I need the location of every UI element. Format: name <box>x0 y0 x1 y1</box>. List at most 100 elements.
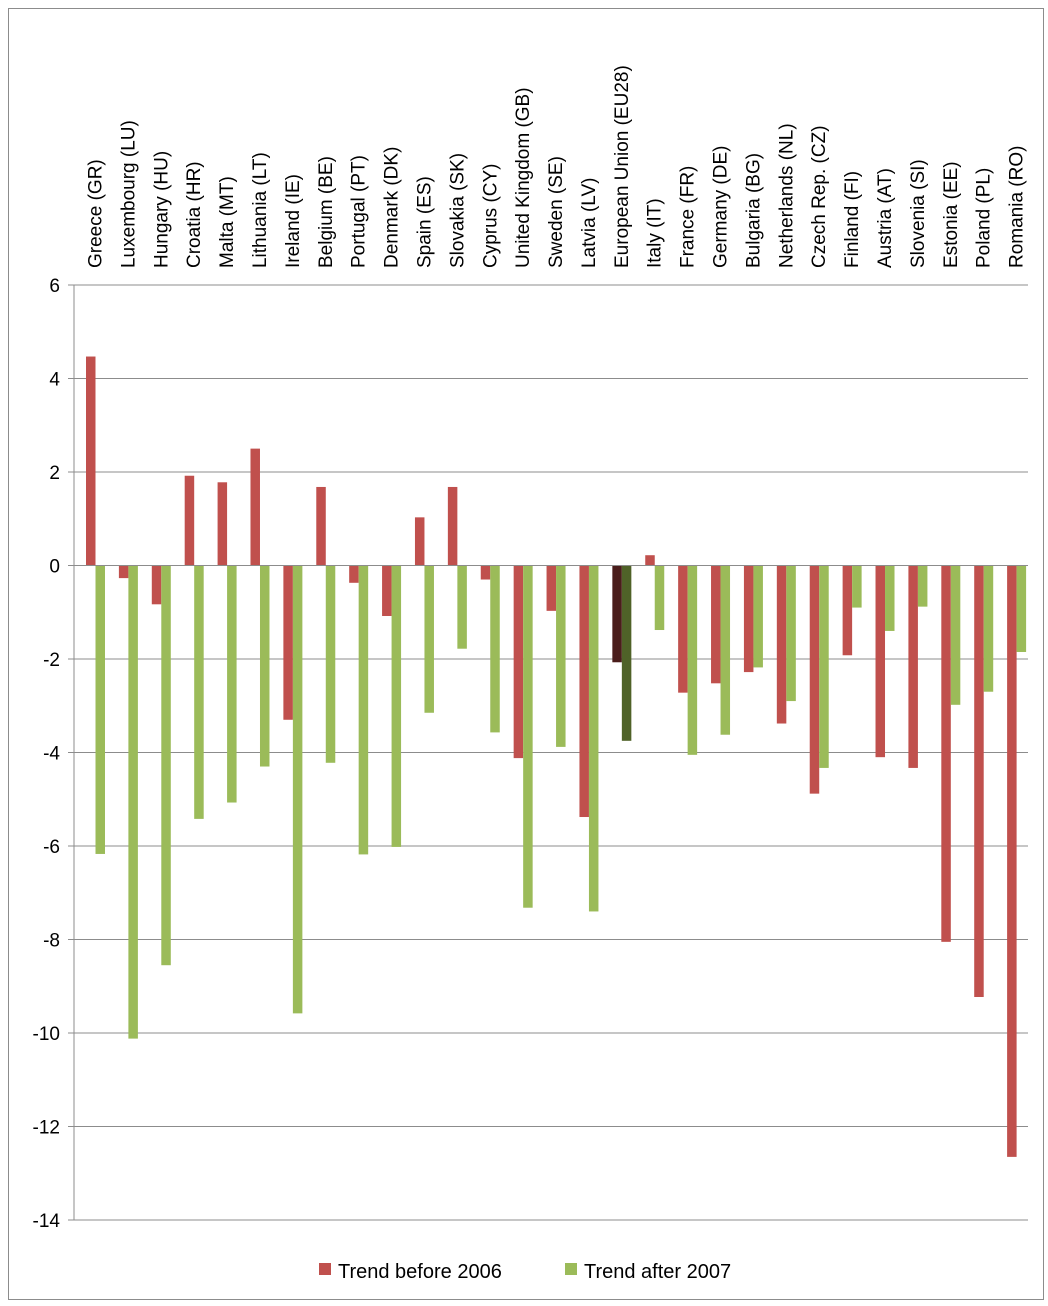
bars <box>86 356 1027 1157</box>
bar-before-2006 <box>283 565 293 720</box>
y-tick-label: 4 <box>49 370 60 391</box>
bar-after-2007 <box>786 565 796 702</box>
category-label: France (FR) <box>678 166 699 268</box>
category-label: Czech Rep. (CZ) <box>809 125 830 268</box>
bar-after-2007 <box>917 565 928 607</box>
bar-before-2006 <box>513 565 524 759</box>
bar-after-2007 <box>325 565 336 763</box>
category-label: Luxembourg (LU) <box>118 120 139 268</box>
bar-before-2006 <box>217 482 228 566</box>
bar-after-2007 <box>128 565 138 1039</box>
bar-after-2007 <box>95 565 105 854</box>
y-tick-label: 0 <box>49 557 60 578</box>
bar-after-2007 <box>227 565 237 803</box>
bar-after-2007 <box>556 565 566 747</box>
bar-before-2006 <box>974 565 984 998</box>
bar-before-2006 <box>349 565 359 583</box>
y-tick-label: 6 <box>49 276 60 297</box>
bar-after-2007 <box>358 565 369 855</box>
bar-before-2006 <box>151 565 162 605</box>
category-label: Germany (DE) <box>711 146 732 268</box>
bar-after-2007 <box>852 565 862 608</box>
bar-after-2007 <box>983 565 994 692</box>
bar-after-2007 <box>720 565 731 735</box>
category-label: Bulgaria (BG) <box>743 153 764 268</box>
bar-after-2007 <box>588 565 599 912</box>
bar-after-2007 <box>950 565 961 705</box>
bar-before-2006 <box>645 555 655 566</box>
category-label: Slovakia (SK) <box>447 153 468 268</box>
bar-after-2007 <box>819 565 829 768</box>
bar-before-2006 <box>941 565 951 942</box>
bar-before-2006 <box>579 565 589 818</box>
bar-after-2007 <box>753 565 763 668</box>
category-label: Belgium (BE) <box>316 156 337 268</box>
category-label: Croatia (HR) <box>184 161 205 268</box>
y-tick-label: -4 <box>43 744 60 765</box>
category-label: Denmark (DK) <box>382 147 403 268</box>
bar-after-2007 <box>687 565 698 755</box>
category-label: Lithuania (LT) <box>250 152 271 268</box>
bar-before-2006 <box>184 475 195 566</box>
category-label: Romania (RO) <box>1007 146 1028 268</box>
y-tick-label: -8 <box>43 931 60 952</box>
bar-before-2006 <box>480 565 491 580</box>
bar-after-2007 <box>1016 565 1027 652</box>
bar-after-2007 <box>391 565 402 847</box>
bar-after-2007 <box>424 565 434 713</box>
bar-before-2006 <box>809 565 820 794</box>
bar-after-2007 <box>161 565 171 966</box>
bar-before-2006 <box>711 565 721 684</box>
y-axis-ticks: 6 4 2 0 -2 -4 -6 -8 -10 -12 -14 <box>33 276 61 1232</box>
bar-before-2006 <box>382 565 392 616</box>
category-labels: Greece (GR) Luxembourg (LU) Hungary (HU) Cr… <box>86 65 1028 268</box>
bar-after-2007 <box>259 565 270 767</box>
axes <box>68 284 1028 1221</box>
bar-after-2007 <box>457 565 467 649</box>
category-label: Estonia (EE) <box>941 161 962 268</box>
bar-before-2006 <box>250 448 260 566</box>
category-label: European Union (EU28) <box>612 65 633 268</box>
bar-after-2007 <box>654 565 665 631</box>
category-label: Finland (FI) <box>842 171 863 268</box>
category-label: Poland (PL) <box>974 168 995 268</box>
bar-before-2006 <box>875 565 886 758</box>
legend-swatch <box>319 1263 331 1275</box>
bar-before-2006 <box>612 565 622 663</box>
y-tick-label: -10 <box>33 1024 60 1045</box>
y-tick-label: -2 <box>43 650 60 671</box>
category-label: Sweden (SE) <box>546 156 567 268</box>
category-label: Greece (GR) <box>86 159 107 268</box>
y-tick-label: -14 <box>33 1211 61 1232</box>
category-label: Ireland (IE) <box>283 174 304 268</box>
category-label: Cyprus (CY) <box>480 163 501 268</box>
bar-before-2006 <box>908 565 918 768</box>
legend: Trend before 2006 Trend after 2007 <box>319 1261 731 1283</box>
gridlines <box>74 284 1028 1221</box>
bar-before-2006 <box>842 565 853 656</box>
category-label: Italy (IT) <box>645 198 666 268</box>
y-tick-label: -12 <box>33 1118 60 1139</box>
bar-before-2006 <box>776 565 787 724</box>
bar-before-2006 <box>743 565 754 673</box>
bar-before-2006 <box>316 486 326 566</box>
bar-before-2006 <box>86 356 96 566</box>
bar-after-2007 <box>523 565 533 908</box>
category-label: Malta (MT) <box>217 176 238 268</box>
bar-before-2006 <box>414 517 425 566</box>
category-label: Netherlands (NL) <box>776 123 797 268</box>
bar-after-2007 <box>621 565 632 741</box>
category-label: Portugal (PT) <box>349 155 370 268</box>
bar-after-2007 <box>885 565 895 631</box>
category-label: Spain (ES) <box>414 176 435 268</box>
bar-before-2006 <box>546 565 557 611</box>
legend-swatch <box>565 1263 577 1275</box>
bar-after-2007 <box>194 565 204 819</box>
y-tick-label: 2 <box>49 463 60 484</box>
bar-before-2006 <box>678 565 688 693</box>
bar-before-2006 <box>447 486 458 566</box>
bar-before-2006 <box>1007 565 1017 1157</box>
y-tick-label: -6 <box>43 837 60 858</box>
legend-label: Trend after 2007 <box>584 1261 731 1283</box>
legend-label: Trend before 2006 <box>338 1261 502 1283</box>
